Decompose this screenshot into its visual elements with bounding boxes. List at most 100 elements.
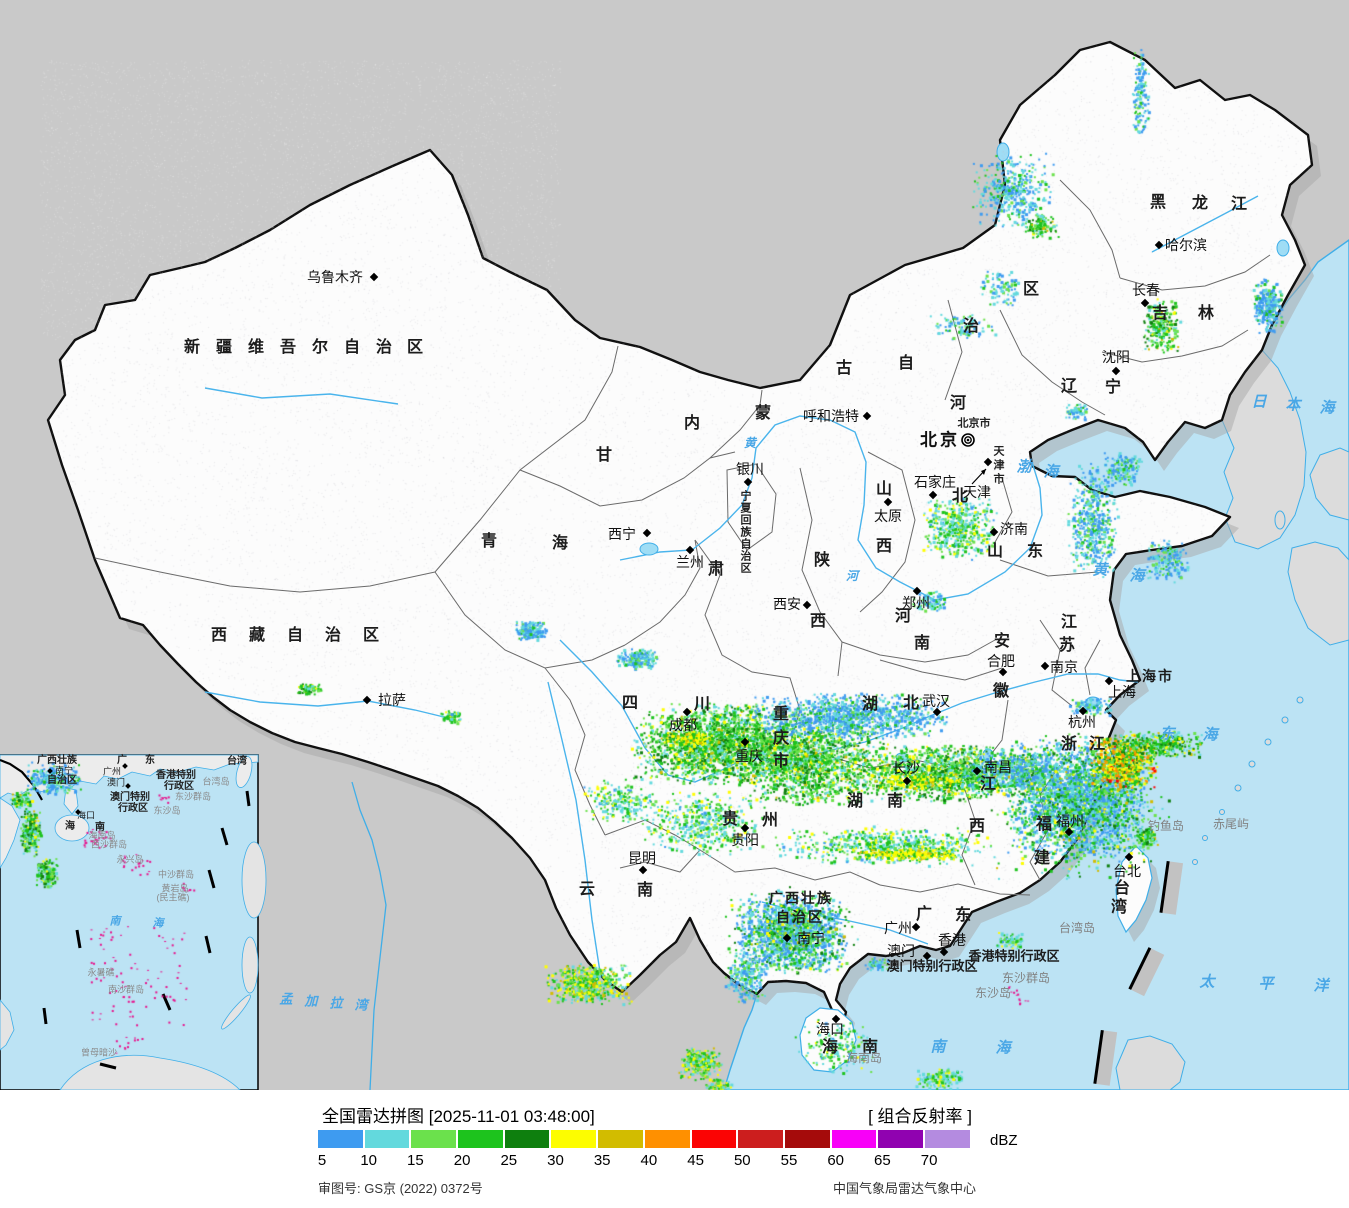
province-label: 疆 <box>215 339 233 356</box>
scale-tick: 60 <box>827 1152 845 1169</box>
scale-segment <box>691 1130 739 1148</box>
province-label: 辽 <box>1060 378 1078 395</box>
province-label: 四 <box>621 695 639 712</box>
inset-label: 自治区 <box>47 775 77 786</box>
scale-tick: 20 <box>453 1152 471 1169</box>
city-marker <box>983 457 993 467</box>
credit-label: 中国气象局雷达气象中心 <box>832 1181 976 1196</box>
city-label: 乌鲁木齐 <box>307 269 363 285</box>
city-label: 长春 <box>1132 282 1160 298</box>
province-label: 西 <box>968 818 986 835</box>
province-label: 治 <box>375 339 393 356</box>
inset-label: 广 <box>117 755 127 766</box>
province-label: 建 <box>1033 850 1051 867</box>
province-label: 西 <box>809 613 827 630</box>
province-label: 湾 <box>1110 899 1128 916</box>
province-label: 内 <box>683 415 701 432</box>
city-marker <box>862 411 872 421</box>
province-label: 甘 <box>595 447 613 464</box>
province-label: 自 <box>286 627 304 644</box>
inset-label: 东 <box>145 755 155 766</box>
product-label: [ 组合反射率 ] <box>868 1107 972 1126</box>
sea-label: 东 <box>1159 725 1175 743</box>
inset-label: 海 <box>65 821 75 832</box>
province-label: 河 <box>894 608 912 625</box>
sea-label: 平 <box>1258 975 1274 993</box>
province-label: 维 <box>247 339 265 356</box>
city-marker <box>740 737 750 747</box>
scale-tick: 65 <box>874 1152 891 1169</box>
sea-label: 太 <box>1199 973 1215 991</box>
inset-island-label: 海南岛 <box>88 830 116 841</box>
province-label: 苏 <box>1058 637 1076 654</box>
city-label: 南宁 <box>797 930 825 946</box>
city-label: 杭州 <box>1068 714 1096 730</box>
province-label: 治 <box>740 550 752 563</box>
city-label: 成都 <box>669 717 697 733</box>
province-label: 海 <box>551 535 569 552</box>
city-marker <box>911 922 921 932</box>
scale-ticks: 5 10 15 20 25 30 35 40 45 50 55 60 65 70 <box>0 1152 1349 1169</box>
city-marker <box>682 707 692 717</box>
province-label: 上海市 <box>1126 668 1174 684</box>
city-label: 兰州 <box>676 554 704 570</box>
city-label: 南昌 <box>984 759 1012 775</box>
province-label: 区 <box>1022 281 1040 298</box>
city-marker <box>47 768 53 774</box>
province-label: 重 <box>772 706 790 723</box>
city-label: 武汉 <box>922 693 950 709</box>
city-label: 福州 <box>1056 813 1084 829</box>
province-label: 陕 <box>813 552 831 569</box>
sea-label: 黄 <box>1092 561 1108 579</box>
scale-unit: dBZ <box>990 1132 1018 1149</box>
sea-label: 日 <box>1251 393 1267 411</box>
inset-city-label: 海口 <box>76 810 96 821</box>
province-label: 肃 <box>707 561 725 578</box>
province-label: 黑 <box>1149 194 1167 211</box>
sea-label: 南 <box>930 1038 946 1056</box>
province-label: 藏 <box>248 627 266 644</box>
province-label: 南 <box>913 635 931 652</box>
province-label: 台 <box>1113 880 1131 897</box>
province-label: 区 <box>406 339 424 356</box>
island-label: 东沙岛 <box>974 986 1012 1000</box>
province-label: 贵 <box>721 811 739 828</box>
province-label: 区 <box>362 627 380 644</box>
city-label: 沈阳 <box>1102 349 1130 365</box>
city-marker <box>782 933 792 943</box>
city-label: 澳门 <box>887 943 915 959</box>
inset-label: 广西壮族 <box>37 755 77 766</box>
color-scale-bar <box>318 1130 972 1148</box>
province-label: 青 <box>480 533 498 550</box>
inset-label: 澳门特别 <box>110 792 150 803</box>
province-label: 自 <box>343 339 361 356</box>
province-label: 北京市 <box>957 417 991 430</box>
province-label: 南 <box>861 1039 879 1056</box>
city-marker <box>802 600 812 610</box>
scale-tick: 70 <box>920 1152 938 1169</box>
scale-segment <box>458 1130 505 1148</box>
province-label: 浙 <box>1060 736 1078 753</box>
scale-segment <box>644 1130 692 1148</box>
province-label: 林 <box>1197 305 1215 322</box>
scale-tick: 50 <box>733 1152 751 1169</box>
city-marker <box>912 586 922 596</box>
river-label: 黄 <box>743 436 757 450</box>
legend-panel: 全国雷达拼图 [2025-11-01 03:48:00] [ 组合反射率 ] d… <box>0 1090 1349 1208</box>
province-label: 广 <box>915 906 933 923</box>
city-marker <box>1154 240 1164 250</box>
title-text: 全国雷达拼图 <box>322 1107 424 1126</box>
sea-label: 湾 <box>354 997 370 1013</box>
province-label: 江 <box>979 776 997 793</box>
scale-segment <box>411 1130 459 1148</box>
city-marker <box>1064 827 1074 837</box>
island-label: 海南岛 <box>845 1051 883 1065</box>
province-label: 庆 <box>772 730 790 747</box>
inset-island-label: 曾母暗沙 <box>80 1047 118 1058</box>
city-label: 天津 <box>963 484 991 500</box>
province-label: 北 <box>902 695 920 712</box>
province-label: 西 <box>875 538 893 555</box>
province-label: 江 <box>1088 736 1106 753</box>
scale-tick: 15 <box>407 1152 424 1169</box>
city-marker <box>928 490 938 500</box>
